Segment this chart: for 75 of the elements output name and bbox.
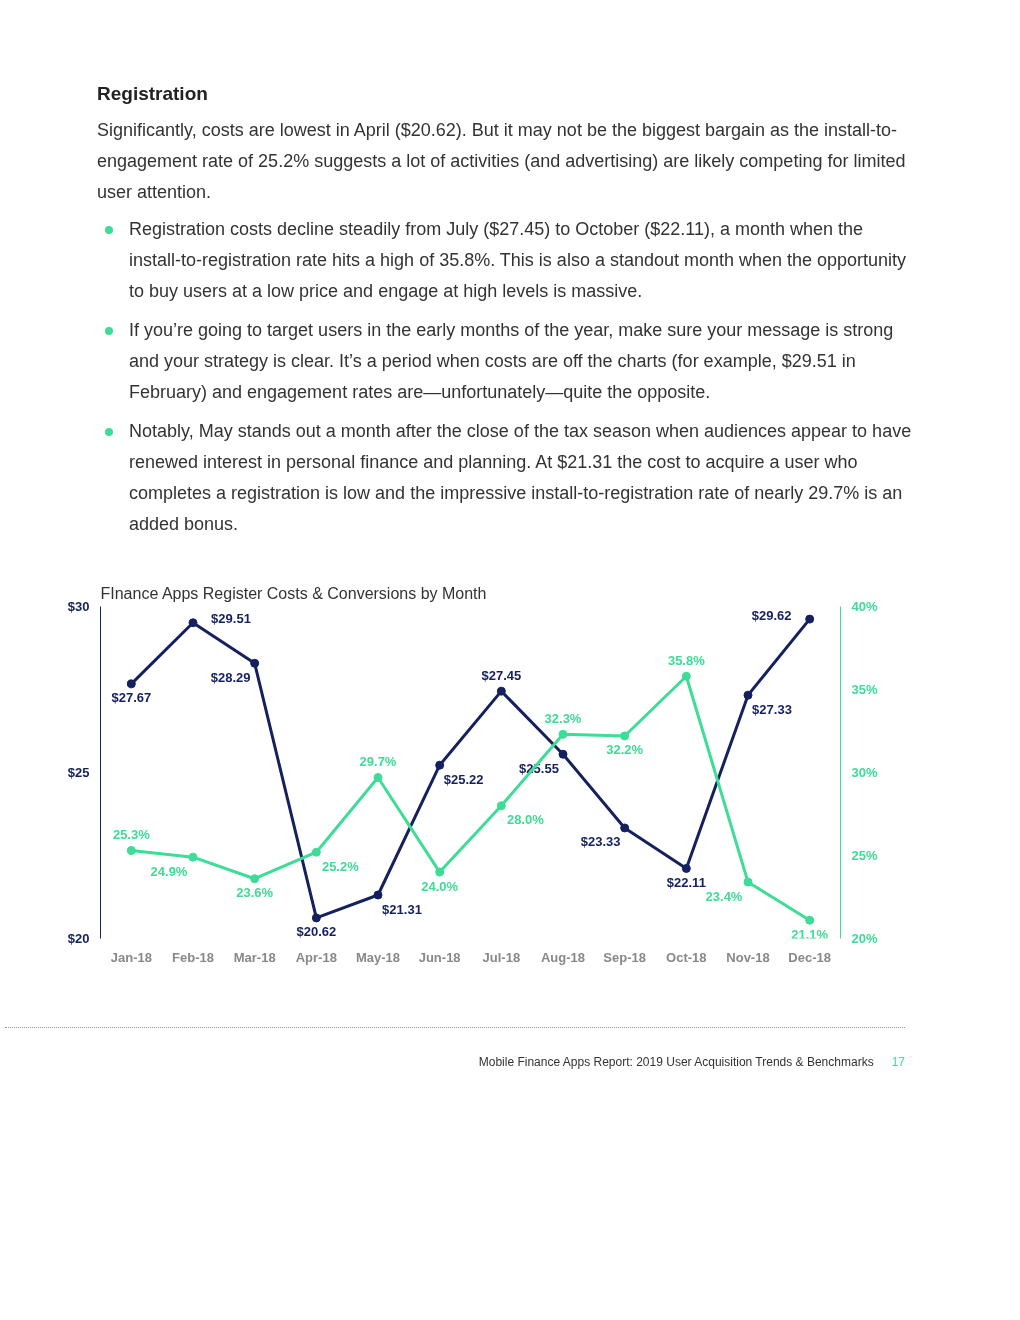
x-tick-label: Mar-18 <box>233 949 276 965</box>
x-tick-label: Apr-18 <box>295 949 337 965</box>
point <box>311 913 321 923</box>
chart-title: FInance Apps Register Costs & Conversions by Month <box>100 584 487 602</box>
point <box>805 915 815 925</box>
text: Significantly, costs are lowest in April ($20.62). But it may not be the biggest bargain as the install-to-engagement rate of 25.2% suggests a lot of activities (and advertising) are likely competing for limited user attention. <box>97 119 907 205</box>
point <box>373 773 383 783</box>
text: Mobile Finance Apps Report: 2019 User Acquisition Trends & Benchmarks <box>478 1055 874 1070</box>
x-tick-label: Jun-18 <box>418 949 461 965</box>
data-label: 24.9% <box>150 863 188 879</box>
data-label: $21.31 <box>382 901 422 917</box>
data-label: $20.62 <box>296 924 337 940</box>
data-label: 25.3% <box>112 827 151 843</box>
point <box>805 614 815 624</box>
data-label: 29.7% <box>359 754 397 770</box>
point <box>250 874 260 884</box>
point <box>681 864 691 874</box>
data-label: $29.62 <box>751 607 792 623</box>
point <box>681 671 691 681</box>
point <box>311 847 321 857</box>
y-tick-label: $30 <box>67 599 90 615</box>
data-label: 25.2% <box>321 858 360 874</box>
data-label: 24.0% <box>421 878 459 894</box>
x-tick-label: Aug-18 <box>540 949 586 965</box>
y-tick-label: $20 <box>67 931 90 947</box>
point <box>188 852 198 862</box>
text: If you’re going to target users in the early months of the year, make sure your message is strong and your strategy is clear. It’s a period when costs are off the charts (for example, $29.51 in February) and engagement rates are—unfortunately—quite the opposite. <box>128 319 895 405</box>
y2-tick-label: 20% <box>851 931 878 947</box>
point <box>373 890 383 900</box>
text: 17 <box>891 1055 905 1070</box>
x-tick-label: Dec-18 <box>788 949 831 965</box>
point <box>250 658 260 668</box>
data-label: 32.3% <box>544 710 582 726</box>
point <box>558 729 568 739</box>
x-tick-label: Sep-18 <box>603 949 646 965</box>
data-label: $27.33 <box>752 701 792 717</box>
data-label: 28.0% <box>506 812 545 828</box>
point <box>126 679 136 689</box>
x-tick-label: Jul-18 <box>482 949 521 965</box>
y2-tick-label: 25% <box>851 848 878 864</box>
point <box>743 877 753 887</box>
point <box>126 846 136 856</box>
point <box>558 749 568 759</box>
point <box>435 867 445 877</box>
x-tick-label: Oct-18 <box>666 949 707 965</box>
point <box>620 823 630 833</box>
x-tick-label: Nov-18 <box>726 949 770 965</box>
data-label: 23.6% <box>236 885 274 901</box>
y2-tick-label: 35% <box>851 682 878 698</box>
y-tick-label: $25 <box>67 765 90 781</box>
x-tick-label: May-18 <box>355 949 401 965</box>
text: Registration <box>97 82 209 106</box>
data-label: 35.8% <box>667 652 706 668</box>
data-label: 32.2% <box>606 742 644 758</box>
point <box>496 686 506 696</box>
text: Registration costs decline steadily from July ($27.45) to October ($22.11), a month when the install-to-registration rate hits a high of 35.8%. This is also a standout month when the opportunity to buy users at a low price and engage at high levels is massive. <box>128 218 908 304</box>
y2-tick-label: 40% <box>851 599 878 615</box>
data-label: $28.29 <box>210 669 251 685</box>
point <box>435 760 445 770</box>
x-tick-label: Jan-18 <box>110 949 152 965</box>
data-label: $25.22 <box>443 771 484 787</box>
data-label: $27.67 <box>111 690 152 706</box>
data-label: $22.11 <box>666 875 706 891</box>
data-label: $27.45 <box>481 667 522 683</box>
data-label: $29.51 <box>211 611 251 627</box>
data-label: $23.33 <box>580 834 621 850</box>
point <box>620 731 630 741</box>
data-label: 21.1% <box>791 926 829 942</box>
data-label: 23.4% <box>705 888 743 904</box>
y2-tick-label: 30% <box>851 765 878 781</box>
x-tick-label: Feb-18 <box>172 949 214 965</box>
text: Notably, May stands out a month after the close of the tax season when audiences appear to have renewed interest in personal finance and planning. At $21.31 the cost to acquire a user who completes a registration is low and the impressive install-to-registration rate of nearly 29.7% is an added bonus. <box>128 420 913 537</box>
point <box>743 690 753 700</box>
point <box>496 801 506 811</box>
point <box>188 618 198 628</box>
